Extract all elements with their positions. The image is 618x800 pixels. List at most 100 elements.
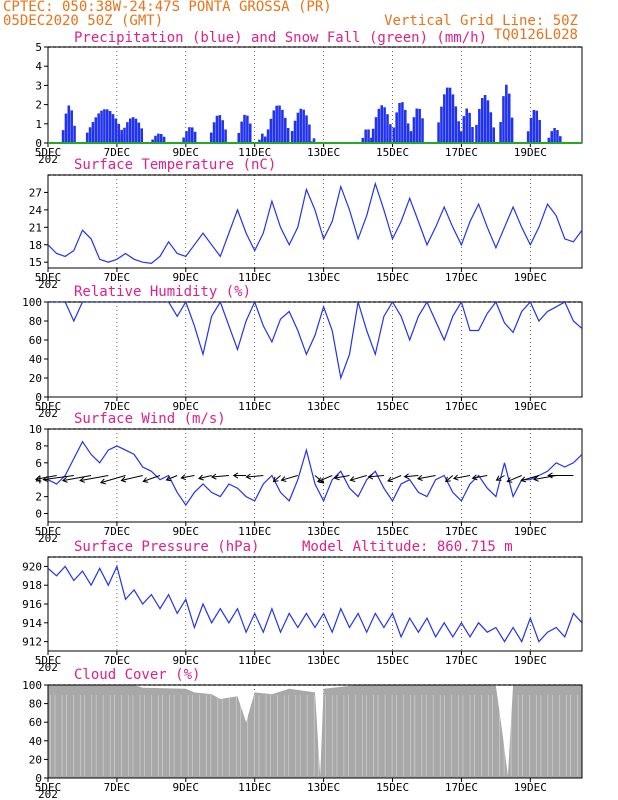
precip-bar xyxy=(185,131,188,143)
precip-bar xyxy=(190,127,194,143)
pressure-title: Surface Pressure (hPa) xyxy=(74,539,259,555)
precip-bar xyxy=(478,108,481,143)
precip-bar xyxy=(418,108,421,143)
wind-arrow-head xyxy=(42,476,49,483)
temperature-ytick-label: 15 xyxy=(29,256,42,269)
temperature-xtick-label: 9DEC xyxy=(173,271,200,284)
precip-xtick-label: 5DEC xyxy=(35,146,62,159)
wind-arrow xyxy=(211,475,229,478)
precip-bar xyxy=(248,123,252,143)
precip-bar xyxy=(468,112,471,143)
temperature-ytick-label: 24 xyxy=(29,204,43,217)
humidity-ytick-label: 80 xyxy=(29,315,42,328)
pressure-ytick-label: 920 xyxy=(22,560,42,573)
precip-bar xyxy=(266,129,270,143)
precip-bar xyxy=(510,117,514,143)
wind-arrow-head xyxy=(387,476,393,483)
precip-ytick-label: 1 xyxy=(35,118,42,131)
humidity-xtick-label: 15DEC xyxy=(376,400,409,413)
wind-ytick-label: 0 xyxy=(35,508,42,521)
wind-year-stub: 202 xyxy=(38,532,58,545)
wind-arrow-head xyxy=(445,476,451,483)
precip-bar xyxy=(305,115,308,143)
wind-xtick-label: 11DEC xyxy=(238,525,271,538)
wind-arrow-head xyxy=(120,476,127,483)
wind-arrow xyxy=(121,475,143,481)
precip-bar xyxy=(281,109,284,143)
precip-bar xyxy=(193,131,197,143)
cloud-xtick-label: 15DEC xyxy=(376,781,409,794)
precip-bar xyxy=(237,132,241,143)
precip-bar xyxy=(559,136,562,143)
wind-arrow xyxy=(43,475,74,481)
precip-bar xyxy=(246,115,249,143)
precip-bar xyxy=(94,117,98,143)
pressure-ytick-label: 912 xyxy=(22,636,42,649)
precip-bar xyxy=(134,118,138,143)
precip-bar xyxy=(140,128,144,143)
precip-xtick-label: 9DEC xyxy=(173,146,200,159)
cloud-xtick-label: 17DEC xyxy=(445,781,478,794)
cloud-xtick-label: 5DEC xyxy=(35,781,62,794)
precip-xtick-label: 15DEC xyxy=(376,146,409,159)
precip-bar xyxy=(538,119,541,143)
wind-arrow-head xyxy=(533,475,539,482)
wind-arrow-head xyxy=(333,474,340,481)
precip-bar xyxy=(370,137,373,143)
meteogram-panels: 0 1 2 3 4 5 5DEC 7DEC 9DEC 11DEC 13DEC 15DEC 17DEC 19… xyxy=(22,30,583,800)
precip-bar xyxy=(159,134,163,143)
cloud-ytick-label: 20 xyxy=(29,753,42,766)
wind-arrow xyxy=(62,475,92,482)
wind-arrow-head xyxy=(316,477,323,483)
precip-bar xyxy=(162,136,166,143)
precip-bar xyxy=(283,117,287,143)
precip-xtick-label: 11DEC xyxy=(238,146,271,159)
precip-bar xyxy=(483,95,487,143)
precip-bar xyxy=(157,133,160,143)
precip-bar xyxy=(221,120,224,143)
wind-arrow-head xyxy=(142,477,149,483)
precip-bar xyxy=(440,106,443,143)
pressure-xtick-label: 9DEC xyxy=(173,654,200,667)
wind-xtick-label: 13DEC xyxy=(307,525,340,538)
wind-arrow xyxy=(368,475,384,478)
precip-bar xyxy=(91,122,95,143)
wind-arrow-head xyxy=(547,472,553,479)
precip-bar xyxy=(114,118,118,143)
precip-bar xyxy=(502,96,505,143)
model-altitude-label: Model Altitude: 860.715 m xyxy=(302,539,513,555)
precip-bar xyxy=(120,134,123,143)
wind-arrow-head xyxy=(180,474,187,481)
cloud-xtick-label: 7DEC xyxy=(104,781,131,794)
cloud-ytick-label: 80 xyxy=(29,698,42,711)
precip-bar xyxy=(437,122,440,143)
header-datetime: 05DEC2020 50Z (GMT) xyxy=(3,13,163,29)
wind-arrow-head xyxy=(520,476,527,483)
precip-bar xyxy=(507,93,511,143)
precip-bar xyxy=(88,127,92,143)
wind-arrow xyxy=(317,475,333,483)
precip-bar xyxy=(556,130,559,143)
precip-bar xyxy=(182,137,185,143)
wind-arrow-head xyxy=(272,476,279,483)
wind-arrow xyxy=(198,475,212,479)
precip-bar xyxy=(123,127,126,143)
temperature-ytick-label: 21 xyxy=(29,221,42,234)
precip-bar xyxy=(445,87,449,143)
precip-bar xyxy=(406,123,410,143)
precip-bar xyxy=(100,110,103,143)
precip-bar xyxy=(296,112,300,143)
precip-bar xyxy=(61,130,65,143)
precip-bar xyxy=(126,122,129,143)
wind-xtick-label: 19DEC xyxy=(514,525,547,538)
wind-arrow xyxy=(143,475,161,482)
humidity-year-stub: 202 xyxy=(38,407,58,420)
precip-bar xyxy=(97,113,100,143)
panel-precip: 0 1 2 3 4 5 5DEC 7DEC 9DEC 11DEC 13DEC 15DEC 17DEC 19… xyxy=(35,30,583,166)
temperature-xtick-label: 17DEC xyxy=(445,271,478,284)
cloud-ytick-label: 0 xyxy=(35,772,42,785)
precip-bar xyxy=(240,121,243,143)
temperature-xtick-label: 7DEC xyxy=(104,271,131,284)
cloud-xtick-label: 19DEC xyxy=(514,781,547,794)
precip-xtick-label: 19DEC xyxy=(514,146,547,159)
